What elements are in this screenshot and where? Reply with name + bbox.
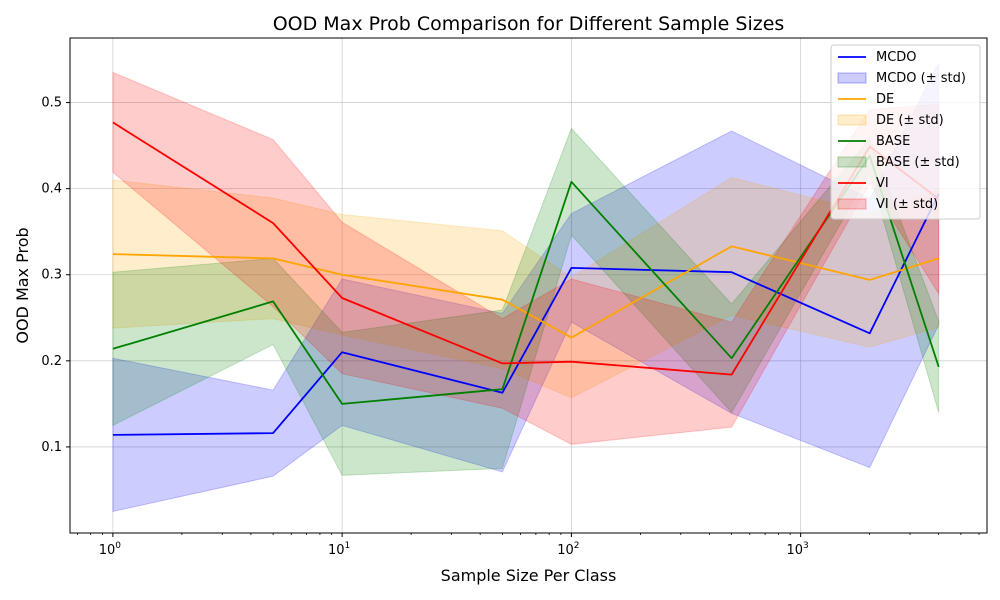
legend-label-de-band: DE (± std) bbox=[876, 113, 944, 128]
legend-box bbox=[830, 44, 981, 220]
line-de bbox=[112, 245, 939, 339]
band-vi bbox=[112, 71, 940, 445]
x-tick-exponent: 1 bbox=[345, 541, 351, 551]
chart-title: OOD Max Prob Comparison for Different Sa… bbox=[273, 13, 785, 35]
legend-label-vi: VI bbox=[876, 176, 889, 191]
legend-label-de: DE bbox=[876, 92, 894, 107]
line-mcdo bbox=[112, 193, 940, 436]
legend-label-mcdo: MCDO bbox=[876, 50, 917, 65]
y-tick-label: 0.5 bbox=[41, 96, 62, 111]
x-tick-exponent: 2 bbox=[574, 541, 580, 551]
legend-label-mcdo-band: MCDO (± std) bbox=[876, 71, 966, 86]
band-base bbox=[112, 127, 940, 476]
legend-swatch-de-band bbox=[837, 114, 867, 126]
legend-swatch-vi-band bbox=[837, 198, 867, 210]
x-axis-label: Sample Size Per Class bbox=[441, 566, 617, 585]
legend-label-vi-band: VI (± std) bbox=[876, 197, 938, 212]
legend-label-base-band: BASE (± std) bbox=[876, 155, 960, 170]
legend: MCDO MCDO (± std) DE DE (± std) BASE BASE (± … bbox=[830, 44, 981, 220]
y-tick-label: 0.1 bbox=[41, 440, 62, 455]
band-de bbox=[112, 176, 940, 399]
plot-frame bbox=[69, 37, 988, 534]
legend-swatch-base-band bbox=[837, 156, 867, 168]
x-tick-exponent: 3 bbox=[803, 541, 809, 551]
y-axis-label: OOD Max Prob bbox=[13, 227, 32, 343]
legend-label-base: BASE bbox=[876, 134, 910, 149]
x-tick-exponent: 0 bbox=[115, 541, 121, 551]
band-mcdo bbox=[112, 62, 940, 513]
grid-layer bbox=[70, 38, 987, 533]
y-tick-label: 0.3 bbox=[41, 268, 62, 283]
band-layer bbox=[112, 62, 940, 513]
y-tick-label: 0.4 bbox=[41, 182, 62, 197]
y-tick-label: 0.2 bbox=[41, 354, 62, 369]
legend-swatch-mcdo-band bbox=[837, 72, 867, 84]
